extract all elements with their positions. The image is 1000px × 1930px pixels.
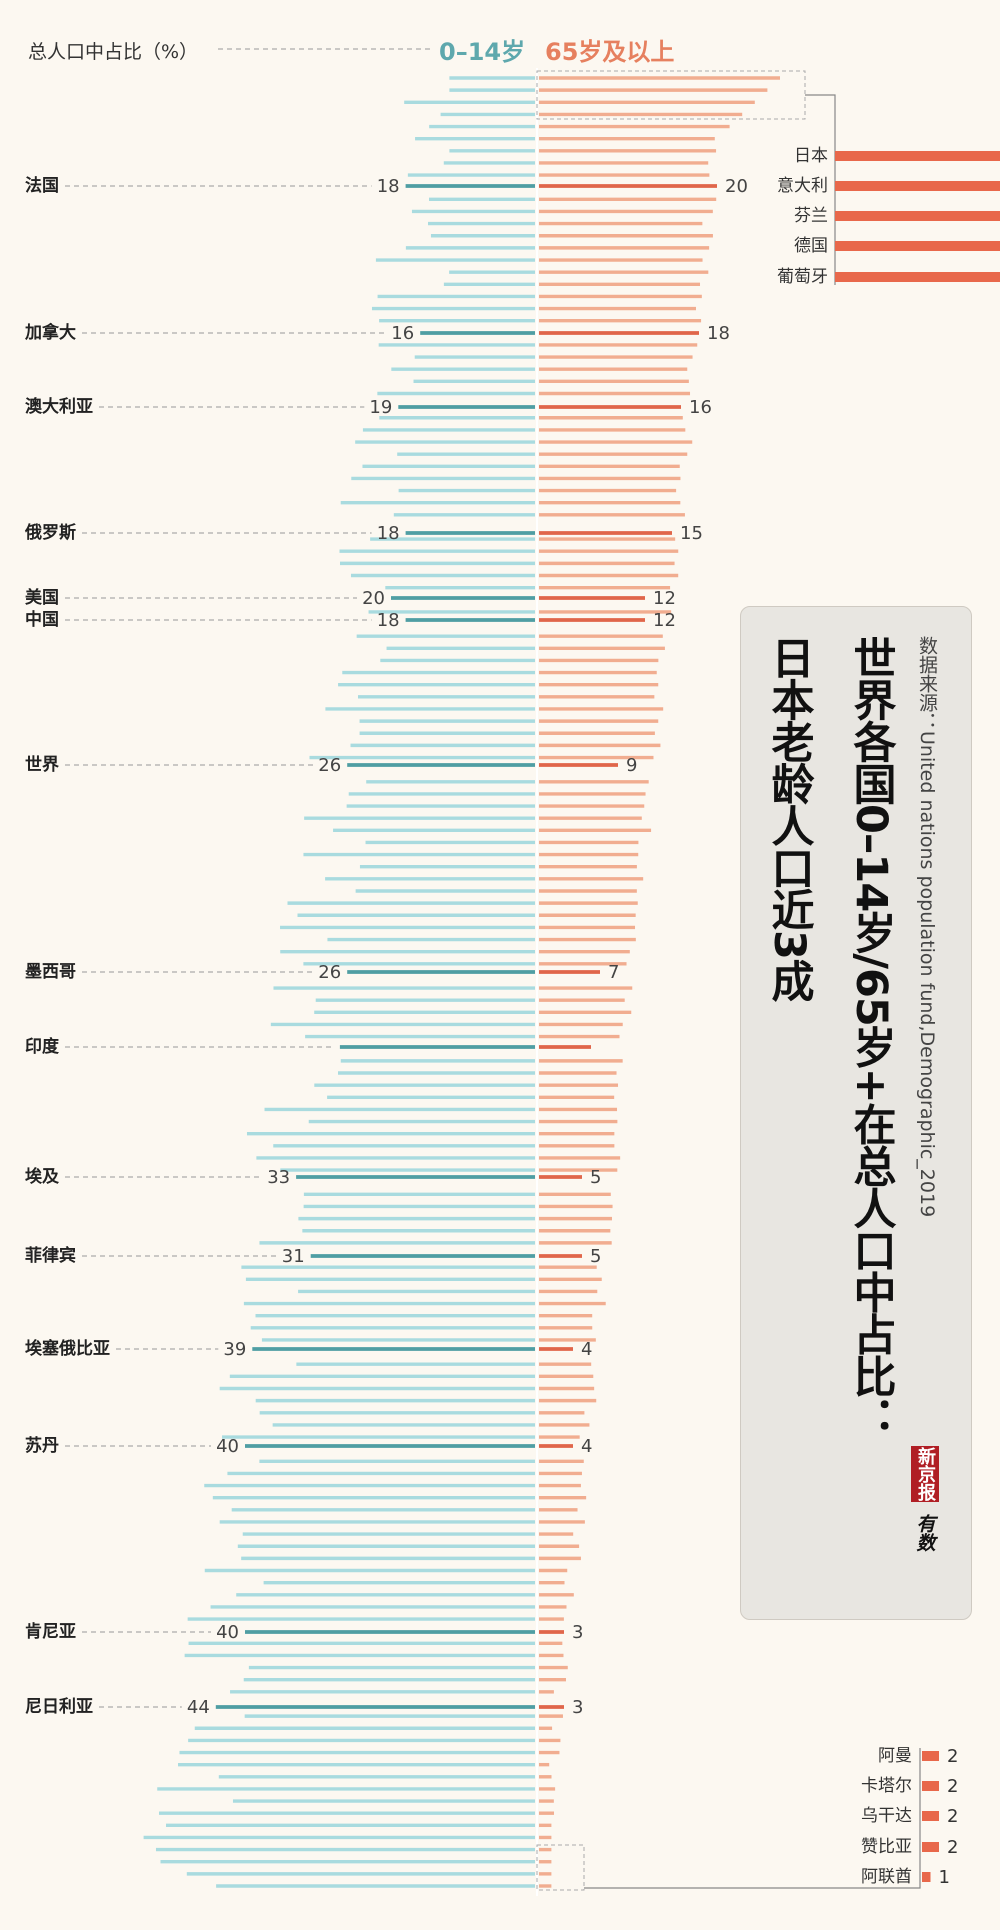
- bottom5-country: 卡塔尔: [861, 1776, 912, 1796]
- old-value: 4: [581, 1339, 592, 1360]
- bottom5-country: 阿联酋: [861, 1867, 912, 1887]
- kid-value: 33: [267, 1167, 290, 1188]
- old-value: 20: [725, 176, 748, 197]
- bottom5-connector: [584, 1748, 921, 1889]
- bottom5-value: 2: [947, 1806, 958, 1827]
- old-value: 18: [707, 323, 730, 344]
- country-label: 世界: [25, 755, 59, 775]
- legend-kid: 0–14岁: [439, 38, 526, 66]
- chart-subtitle: 日本老龄人口近3成: [764, 636, 814, 1001]
- axis-label: 总人口中占比（%）: [28, 41, 199, 63]
- bottom5-country: 乌干达: [861, 1806, 912, 1826]
- country-label: 苏丹: [25, 1435, 59, 1456]
- kid-value: 26: [318, 755, 341, 776]
- kid-value: 20: [362, 588, 385, 609]
- logo-red-mark: 新京报: [911, 1446, 939, 1502]
- country-label: 埃塞俄比亚: [25, 1338, 110, 1359]
- country-label: 墨西哥: [25, 962, 76, 982]
- country-label: 尼日利亚: [25, 1696, 93, 1717]
- country-label: 印度: [25, 1036, 60, 1057]
- kid-value: 31: [282, 1246, 305, 1267]
- bottom5-value: 1: [939, 1867, 950, 1888]
- bottom5-country: 阿曼: [878, 1746, 912, 1766]
- country-label: 澳大利亚: [25, 396, 93, 417]
- country-label: 法国: [25, 175, 59, 196]
- top5-country: 芬兰: [794, 206, 828, 226]
- old-value: 4: [581, 1436, 592, 1457]
- old-value: 5: [590, 1246, 601, 1267]
- old-value: 7: [608, 962, 619, 983]
- old-value: 3: [572, 1622, 583, 1643]
- country-label: 肯尼亚: [25, 1621, 76, 1642]
- country-label: 美国: [25, 587, 59, 608]
- legend-old: 65岁及以上: [545, 38, 675, 66]
- brand-logo: 新京报 有数: [911, 1446, 941, 1576]
- kid-value: 26: [318, 962, 341, 983]
- country-label: 埃及: [25, 1166, 60, 1187]
- kid-value: 40: [216, 1622, 239, 1643]
- bottom5-value: 2: [947, 1776, 958, 1797]
- top5-connector: [805, 94, 836, 285]
- top5-country: 葡萄牙: [777, 267, 828, 287]
- old-value: 12: [653, 588, 676, 609]
- old-value: 16: [689, 397, 712, 418]
- country-label: 加拿大: [24, 322, 76, 343]
- data-source: 数据来源：United nations population fund,Demo…: [916, 636, 938, 1218]
- kid-value: 18: [377, 176, 400, 197]
- old-value: 5: [590, 1167, 601, 1188]
- kid-value: 16: [391, 323, 414, 344]
- top5-country: 日本: [794, 146, 828, 166]
- kid-value: 39: [223, 1339, 246, 1360]
- top5-country: 德国: [794, 236, 828, 256]
- country-label: 俄罗斯: [24, 522, 76, 543]
- country-label: 中国: [25, 609, 59, 630]
- bottom5-value: 2: [947, 1746, 958, 1767]
- old-value: 12: [653, 610, 676, 631]
- bottom5-value: 2: [947, 1837, 958, 1858]
- kid-value: 44: [187, 1697, 210, 1718]
- top5-country: 意大利: [777, 176, 828, 196]
- old-value: 3: [572, 1697, 583, 1718]
- kid-value: 40: [216, 1436, 239, 1457]
- country-label: 菲律宾: [25, 1245, 76, 1266]
- bottom5-country: 赞比亚: [861, 1837, 912, 1857]
- bottom5-box: [536, 1844, 585, 1891]
- kid-value: 19: [369, 397, 392, 418]
- logo-text: 有数: [913, 1514, 936, 1552]
- kid-value: 18: [377, 523, 400, 544]
- top5-box: [536, 70, 806, 120]
- old-value: 15: [680, 523, 703, 544]
- chart-title: 世界各国0–14岁/65岁+在总人口中占比：: [846, 636, 896, 1439]
- kid-value: 18: [377, 610, 400, 631]
- old-value: 9: [626, 755, 637, 776]
